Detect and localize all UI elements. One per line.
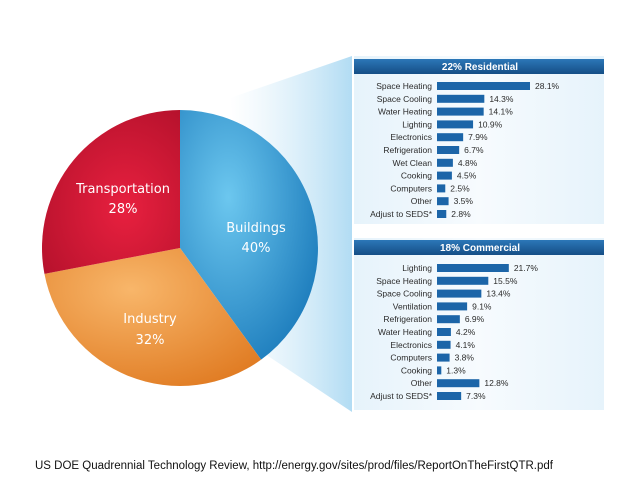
- residential-value-label: 6.7%: [464, 145, 484, 155]
- pie-label-transportation-name: Transportation: [75, 182, 170, 197]
- pie-chart: Buildings 40% Industry 32% Transportatio…: [41, 110, 318, 386]
- commercial-bar: [437, 264, 509, 272]
- commercial-category-label: Electronics: [390, 340, 432, 350]
- commercial-category-label: Space Heating: [376, 276, 432, 286]
- commercial-bar: [437, 276, 489, 285]
- pie-slice-transportation: [41, 110, 180, 274]
- commercial-bar: [437, 392, 462, 400]
- residential-panel: 22% Residential Space Heating 28.1%Space …: [354, 56, 604, 224]
- source-caption: US DOE Quadrennial Technology Review, ht…: [35, 460, 553, 472]
- commercial-bar: [437, 302, 468, 311]
- commercial-value-label: 12.8%: [484, 378, 509, 388]
- residential-bar: [437, 158, 453, 167]
- pie-label-buildings-name: Buildings: [226, 221, 286, 236]
- residential-value-label: 28.1%: [535, 81, 560, 91]
- commercial-bar: [437, 379, 480, 388]
- commercial-category-label: Ventilation: [393, 301, 432, 311]
- commercial-category-label: Cooking: [401, 365, 432, 375]
- commercial-panel-header: [354, 240, 604, 255]
- residential-bar: [437, 171, 452, 180]
- pie-label-industry-name: Industry: [123, 312, 177, 327]
- commercial-value-label: 6.9%: [465, 314, 485, 324]
- residential-value-label: 2.5%: [450, 183, 470, 193]
- pie-label-buildings-value: 40%: [242, 241, 271, 256]
- commercial-bar: [437, 353, 450, 362]
- residential-bar-group: Space Heating 28.1% Space Cooling 14.3% Wate…: [370, 81, 559, 219]
- commercial-value-label: 4.1%: [456, 340, 476, 350]
- residential-value-label: 2.8%: [451, 209, 471, 219]
- pie-label-industry-value: 32%: [136, 333, 165, 348]
- residential-bar: [437, 184, 446, 193]
- pie-label-transportation-value: 28%: [109, 202, 138, 217]
- residential-panel-header: [354, 59, 604, 74]
- residential-value-label: 3.5%: [454, 196, 474, 206]
- residential-category-label: Refrigeration: [383, 145, 432, 155]
- commercial-value-label: 1.3%: [446, 365, 466, 375]
- commercial-value-label: 9.1%: [472, 301, 492, 311]
- residential-bar: [437, 82, 530, 90]
- residential-value-label: 10.9%: [478, 119, 503, 129]
- commercial-bar-group: Lighting 21.7% Space Heating 15.5% Space Coo…: [370, 263, 538, 401]
- residential-value-label: 4.5%: [457, 171, 477, 181]
- residential-category-label: Space Heating: [376, 81, 432, 91]
- residential-value-label: 14.1%: [489, 107, 514, 117]
- residential-category-label: Lighting: [402, 119, 432, 129]
- residential-category-label: Water Heating: [378, 107, 432, 117]
- residential-category-label: Electronics: [390, 132, 432, 142]
- commercial-panel-title: 18% Commercial: [440, 243, 520, 254]
- commercial-category-label: Computers: [390, 353, 432, 363]
- commercial-bar: [437, 328, 451, 336]
- commercial-bar: [437, 366, 442, 375]
- commercial-value-label: 15.5%: [493, 276, 518, 286]
- residential-value-label: 14.3%: [489, 94, 514, 104]
- commercial-category-label: Refrigeration: [383, 314, 432, 324]
- commercial-category-label: Water Heating: [378, 327, 432, 337]
- pie-slice-industry: [44, 248, 262, 386]
- commercial-bar: [437, 340, 451, 349]
- residential-bar: [437, 210, 447, 218]
- residential-panel-title: 22% Residential: [442, 62, 518, 73]
- residential-bar: [437, 120, 474, 129]
- pie-slice-buildings: [180, 110, 318, 360]
- residential-category-label: Other: [411, 196, 432, 206]
- residential-bar: [437, 133, 464, 142]
- commercial-bar: [437, 315, 460, 324]
- commercial-category-label: Adjust to SEDS*: [370, 391, 433, 401]
- commercial-value-label: 7.3%: [466, 391, 486, 401]
- commercial-value-label: 4.2%: [456, 327, 476, 337]
- residential-bar: [437, 197, 449, 206]
- residential-value-label: 4.8%: [458, 158, 478, 168]
- residential-category-label: Space Cooling: [377, 94, 433, 104]
- residential-value-label: 7.9%: [468, 132, 488, 142]
- commercial-panel: 18% Commercial Lighting 21.7% Space Heatin…: [354, 238, 604, 410]
- residential-category-label: Computers: [390, 183, 432, 193]
- commercial-value-label: 21.7%: [514, 263, 539, 273]
- residential-bar: [437, 94, 485, 103]
- residential-bar: [437, 107, 484, 116]
- residential-category-label: Cooking: [401, 171, 432, 181]
- residential-category-label: Wet Clean: [392, 158, 432, 168]
- commercial-value-label: 13.4%: [486, 289, 511, 299]
- commercial-value-label: 3.8%: [455, 353, 475, 363]
- residential-category-label: Adjust to SEDS*: [370, 209, 433, 219]
- commercial-bar: [437, 289, 482, 298]
- commercial-category-label: Other: [411, 378, 432, 388]
- residential-bar: [437, 146, 460, 154]
- commercial-category-label: Space Cooling: [377, 289, 433, 299]
- commercial-category-label: Lighting: [402, 263, 432, 273]
